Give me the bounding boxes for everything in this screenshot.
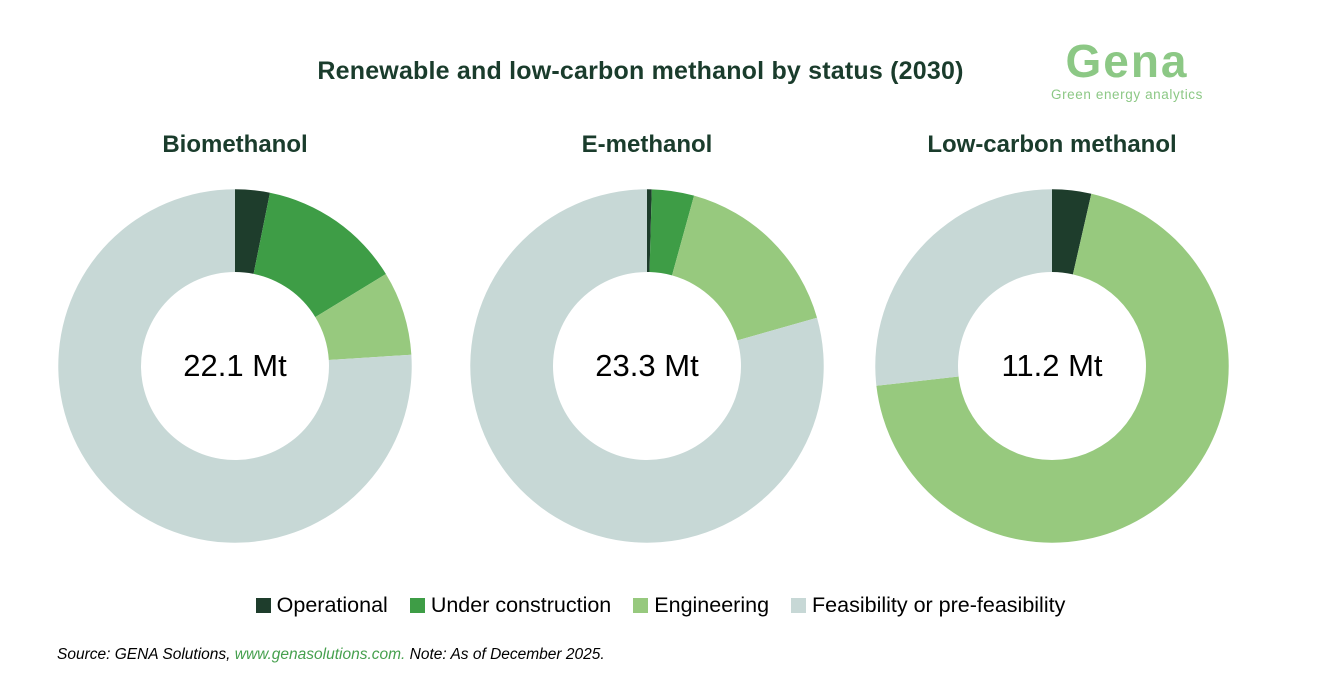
legend-swatch-under-construction [409, 598, 425, 613]
donut-low-carbon-methanol-svg [875, 189, 1229, 543]
donut-biomethanol: 22.1 Mt [47, 178, 423, 554]
legend-label-feasibility: Feasibility or pre-feasibility [812, 593, 1066, 617]
source-note-text: Note: As of December 2025. [405, 646, 605, 663]
legend: Operational Under construction Engineeri… [0, 593, 1321, 618]
source-note: Source: GENA Solutions, www.genasolution… [57, 646, 605, 664]
donut-low-carbon-methanol: 11.2 Mt [864, 178, 1240, 554]
chart-biomethanol: Biomethanol 22.1 Mt [45, 130, 425, 554]
source-link[interactable]: www.genasolutions.com. [234, 646, 406, 663]
legend-item-feasibility: Feasibility or pre-feasibility [791, 593, 1065, 618]
chart-title-e-methanol: E-methanol [581, 131, 713, 158]
donut-segment-e-methanol-feasibility-or-pre-feasibility [470, 189, 824, 543]
donut-biomethanol-svg [58, 189, 412, 543]
donut-segment-biomethanol-operational [235, 189, 270, 274]
donut-segment-e-methanol-under-construction [649, 189, 695, 276]
donut-segment-e-methanol-engineering [672, 195, 818, 341]
donut-segment-biomethanol-engineering [315, 274, 412, 360]
legend-label-operational: Operational [276, 593, 388, 617]
donut-e-methanol: 23.3 Mt [459, 178, 835, 554]
chart-title-biomethanol: Biomethanol [162, 131, 308, 158]
legend-label-engineering: Engineering [654, 593, 770, 617]
chart-low-carbon-methanol: Low-carbon methanol 11.2 Mt [862, 130, 1242, 554]
donut-segment-low-carbon-methanol-operational [1052, 189, 1092, 275]
legend-item-operational: Operational [255, 593, 388, 618]
donut-e-methanol-svg [470, 189, 824, 543]
legend-item-engineering: Engineering [633, 593, 769, 618]
legend-swatch-engineering [633, 598, 649, 613]
gena-logo: Gena Green energy analytics [1051, 38, 1203, 102]
donut-segment-biomethanol-feasibility-or-pre-feasibility [58, 189, 412, 543]
chart-title-low-carbon-methanol: Low-carbon methanol [927, 131, 1177, 158]
legend-item-under-construction: Under construction [409, 593, 612, 618]
page-title: Renewable and low-carbon methanol by sta… [317, 57, 964, 85]
donut-segment-e-methanol-operational [647, 189, 652, 273]
gena-logo-wordmark: Gena [1065, 35, 1189, 87]
gena-logo-tagline: Green energy analytics [1050, 87, 1203, 102]
legend-swatch-feasibility [791, 598, 807, 613]
donut-segment-biomethanol-under-construction [253, 192, 386, 318]
chart-e-methanol: E-methanol 23.3 Mt [457, 130, 837, 554]
legend-swatch-operational [255, 598, 271, 613]
donut-segment-low-carbon-methanol-feasibility-or-pre-feasibility [875, 189, 1052, 386]
legend-label-under-construction: Under construction [430, 593, 612, 617]
donut-segment-low-carbon-methanol-engineering [876, 193, 1229, 543]
source-prefix: Source: GENA Solutions, [57, 646, 235, 663]
